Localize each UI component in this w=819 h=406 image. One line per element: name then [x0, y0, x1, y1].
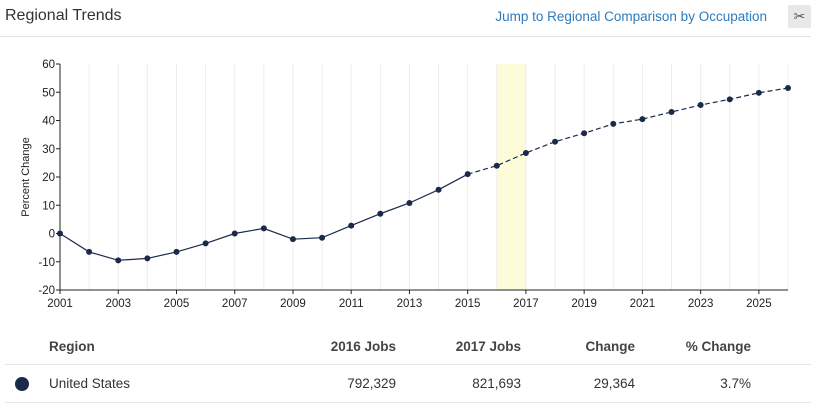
data-point: [639, 116, 646, 123]
y-tick-label: 60: [42, 59, 55, 71]
data-point: [348, 222, 355, 229]
header-pct-change: % Change: [685, 339, 751, 354]
data-point: [57, 230, 63, 237]
x-tick-label: 2009: [280, 298, 306, 310]
x-tick-label: 2011: [339, 298, 364, 310]
data-point: [785, 85, 791, 92]
data-point: [406, 199, 413, 206]
x-tick-label: 2001: [47, 298, 73, 310]
x-tick-label: 2007: [222, 298, 248, 310]
row-2016-jobs: 792,329: [347, 376, 396, 391]
data-point: [610, 120, 617, 127]
data-point: [202, 240, 209, 247]
series-line-projected: [467, 87, 789, 175]
data-point: [86, 248, 93, 255]
data-point: [726, 96, 733, 103]
scissors-icon[interactable]: ✂: [788, 5, 811, 28]
header-2016-jobs: 2016 Jobs: [330, 339, 396, 354]
data-point: [231, 230, 238, 237]
data-point: [552, 138, 559, 145]
data-point: [260, 225, 267, 232]
jump-to-comparison-link[interactable]: Jump to Regional Comparison by Occupatio…: [495, 9, 767, 24]
data-point: [581, 130, 588, 137]
x-tick-label: 2015: [455, 298, 481, 310]
y-tick-label: 20: [42, 172, 55, 184]
row-change: 29,364: [593, 376, 635, 391]
regional-table: Region 2016 Jobs 2017 Jobs Change % Chan…: [5, 328, 811, 403]
row-pct-change: 3.7%: [720, 376, 751, 391]
x-tick-label: 2025: [746, 298, 772, 310]
y-tick-label: -20: [38, 285, 55, 297]
y-tick-label: 30: [42, 144, 55, 156]
data-point: [115, 257, 122, 264]
data-point: [522, 149, 529, 156]
x-tick-label: 2017: [513, 298, 539, 310]
y-axis-title: Percent Change: [20, 137, 32, 217]
section-title: Regional Trends: [5, 7, 122, 24]
y-tick-label: -10: [38, 257, 55, 269]
data-point: [755, 89, 762, 96]
header-change: Change: [585, 339, 635, 354]
data-point: [668, 109, 675, 116]
x-tick-label: 2021: [630, 298, 656, 310]
data-point: [289, 236, 296, 243]
data-point: [319, 234, 326, 241]
y-tick-label: 40: [42, 116, 55, 128]
x-tick-label: 2013: [397, 298, 423, 310]
x-tick-label: 2003: [105, 298, 131, 310]
data-point: [173, 248, 180, 255]
section-header: Regional Trends Jump to Regional Compari…: [0, 0, 811, 37]
x-tick-label: 2019: [571, 298, 597, 310]
y-tick-label: 50: [42, 87, 55, 99]
data-point: [435, 186, 442, 193]
data-point: [377, 210, 384, 217]
data-point: [144, 255, 151, 262]
row-region: United States: [49, 376, 131, 391]
data-point: [493, 162, 500, 169]
table-row: United States 792,329 821,693 29,364 3.7…: [5, 365, 811, 403]
x-tick-label: 2023: [688, 298, 714, 310]
y-tick-label: 0: [49, 229, 55, 241]
data-point: [697, 101, 704, 108]
row-2017-jobs: 821,693: [472, 376, 521, 391]
table-header-row: Region 2016 Jobs 2017 Jobs Change % Chan…: [5, 328, 811, 365]
header-region: Region: [49, 339, 95, 354]
series-legend-dot: [15, 377, 29, 391]
highlight-band: [496, 64, 526, 290]
x-tick-label: 2005: [164, 298, 190, 310]
data-point: [464, 171, 471, 178]
y-tick-label: 10: [42, 200, 55, 212]
header-2017-jobs: 2017 Jobs: [455, 339, 521, 354]
